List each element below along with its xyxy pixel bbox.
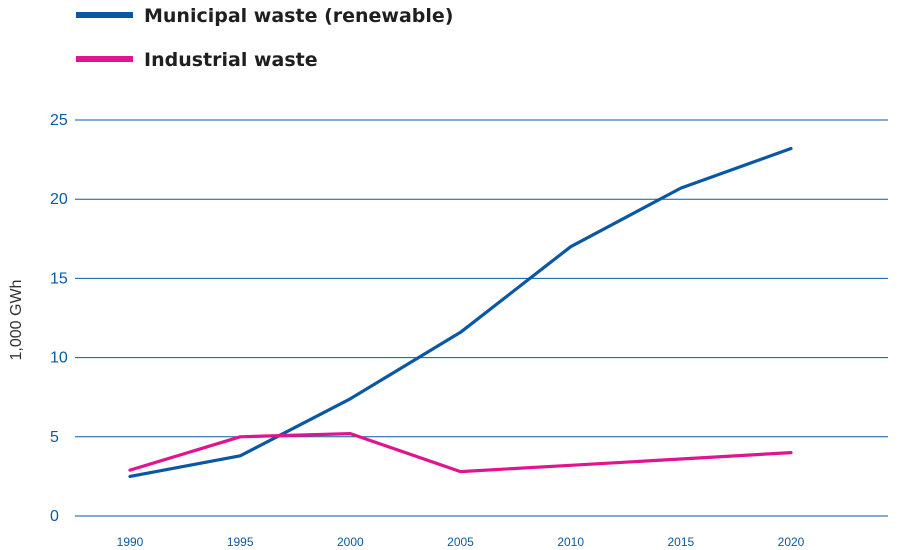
legend-swatch [76,56,133,62]
legend-label: Industrial waste [144,49,318,71]
y-tick-labels: 0 5 10 15 20 25 [50,112,68,525]
y-tick-label: 5 [50,429,59,446]
x-tick-label: 2020 [778,535,805,549]
y-tick-label: 15 [50,270,68,287]
grid [75,119,888,517]
series-lines [128,146,793,478]
x-tick-labels: 1990 1995 2000 2005 2010 2015 2020 [117,535,805,549]
y-axis-label: 1,000 GWh [8,280,25,361]
legend-label: Municipal waste (renewable) [144,5,453,27]
y-tick-label: 0 [50,508,59,525]
x-tick-label: 2000 [337,535,364,549]
x-tick-label: 1995 [227,535,254,549]
y-tick-label: 25 [50,112,68,129]
legend-item: Municipal waste (renewable) [76,5,453,27]
x-tick-label: 2015 [667,535,694,549]
x-tick-label: 1990 [117,535,144,549]
y-tick-label: 10 [50,350,68,367]
x-tick-label: 2010 [557,535,584,549]
y-tick-label: 20 [50,191,68,208]
legend-swatch [76,12,133,18]
series-line-1 [128,146,793,478]
series-line-2 [128,432,793,474]
legend: Municipal waste (renewable) Industrial wa… [76,5,453,71]
x-tick-label: 2005 [447,535,474,549]
legend-item: Industrial waste [76,49,318,71]
